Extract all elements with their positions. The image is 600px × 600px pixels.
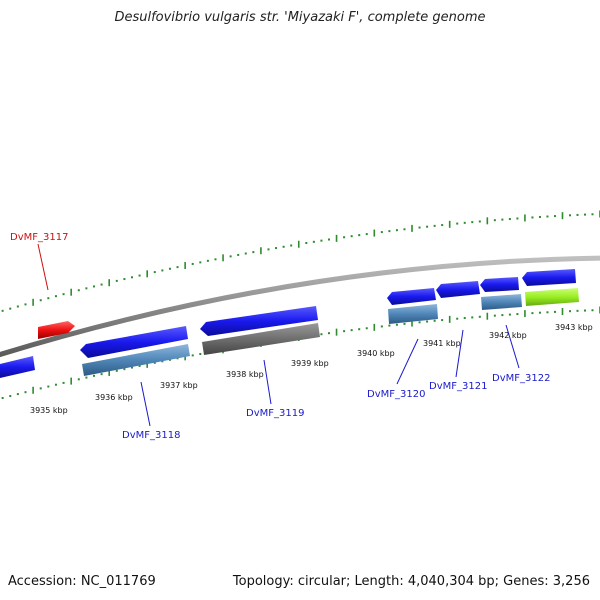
gene-arrow-DvMF_3117[interactable] (38, 321, 75, 339)
cds-bar-DvMF_3118[interactable] (82, 344, 190, 376)
cds-bar-DvMF_3122[interactable] (481, 294, 522, 310)
scale-label: 3937 kbp (160, 381, 198, 390)
feature-bar-green[interactable] (525, 288, 579, 306)
scale-label: 3936 kbp (95, 393, 133, 402)
gene-arrow-DvMF_3122[interactable] (480, 277, 519, 292)
scale-label: 3940 kbp (357, 349, 395, 358)
gene-arrow-DvMF_3120[interactable] (387, 288, 436, 305)
scale-label: 3943 kbp (555, 323, 593, 332)
scale-label: 3935 kbp (30, 406, 68, 415)
feature-track[interactable] (0, 269, 579, 378)
accession-label: Accession: NC_011769 (8, 574, 156, 589)
gene-label[interactable]: DvMF_3120 (367, 389, 425, 400)
genome-summary: Topology: circular; Length: 4,040,304 bp… (232, 574, 590, 589)
scale-label: 3938 kbp (226, 370, 264, 379)
gene-arrow-DvMF_3118[interactable] (80, 326, 188, 358)
cds-bar-DvMF_3120[interactable] (388, 304, 438, 324)
gene-label[interactable]: DvMF_3117 (10, 232, 68, 243)
outer-tick-ring (1, 210, 600, 312)
gene-arrow-left-edge[interactable] (0, 356, 35, 378)
genome-title: Desulfovibrio vulgaris str. 'Miyazaki F'… (114, 10, 486, 25)
feature-bar-DvMF_3119[interactable] (202, 323, 320, 355)
scale-label: 3942 kbp (489, 331, 527, 340)
genome-backbone (0, 255, 600, 358)
scale-label: 3939 kbp (291, 359, 329, 368)
gene-labels: DvMF_3117 DvMF_3118 DvMF_3119 DvMF_3120 … (10, 232, 550, 441)
gene-label[interactable]: DvMF_3118 (122, 430, 180, 441)
gene-arrow-DvMF_3121[interactable] (436, 281, 480, 298)
gene-arrow-right-edge[interactable] (522, 269, 576, 286)
gene-arrow-DvMF_3119[interactable] (200, 306, 318, 336)
scale-labels: 3935 kbp 3936 kbp 3937 kbp 3938 kbp 3939… (30, 323, 593, 415)
gene-label[interactable]: DvMF_3119 (246, 408, 304, 419)
scale-label: 3941 kbp (423, 339, 461, 348)
gene-callout-lines (37, 243, 520, 427)
gene-label[interactable]: DvMF_3122 (492, 373, 550, 384)
gene-label[interactable]: DvMF_3121 (429, 381, 487, 392)
